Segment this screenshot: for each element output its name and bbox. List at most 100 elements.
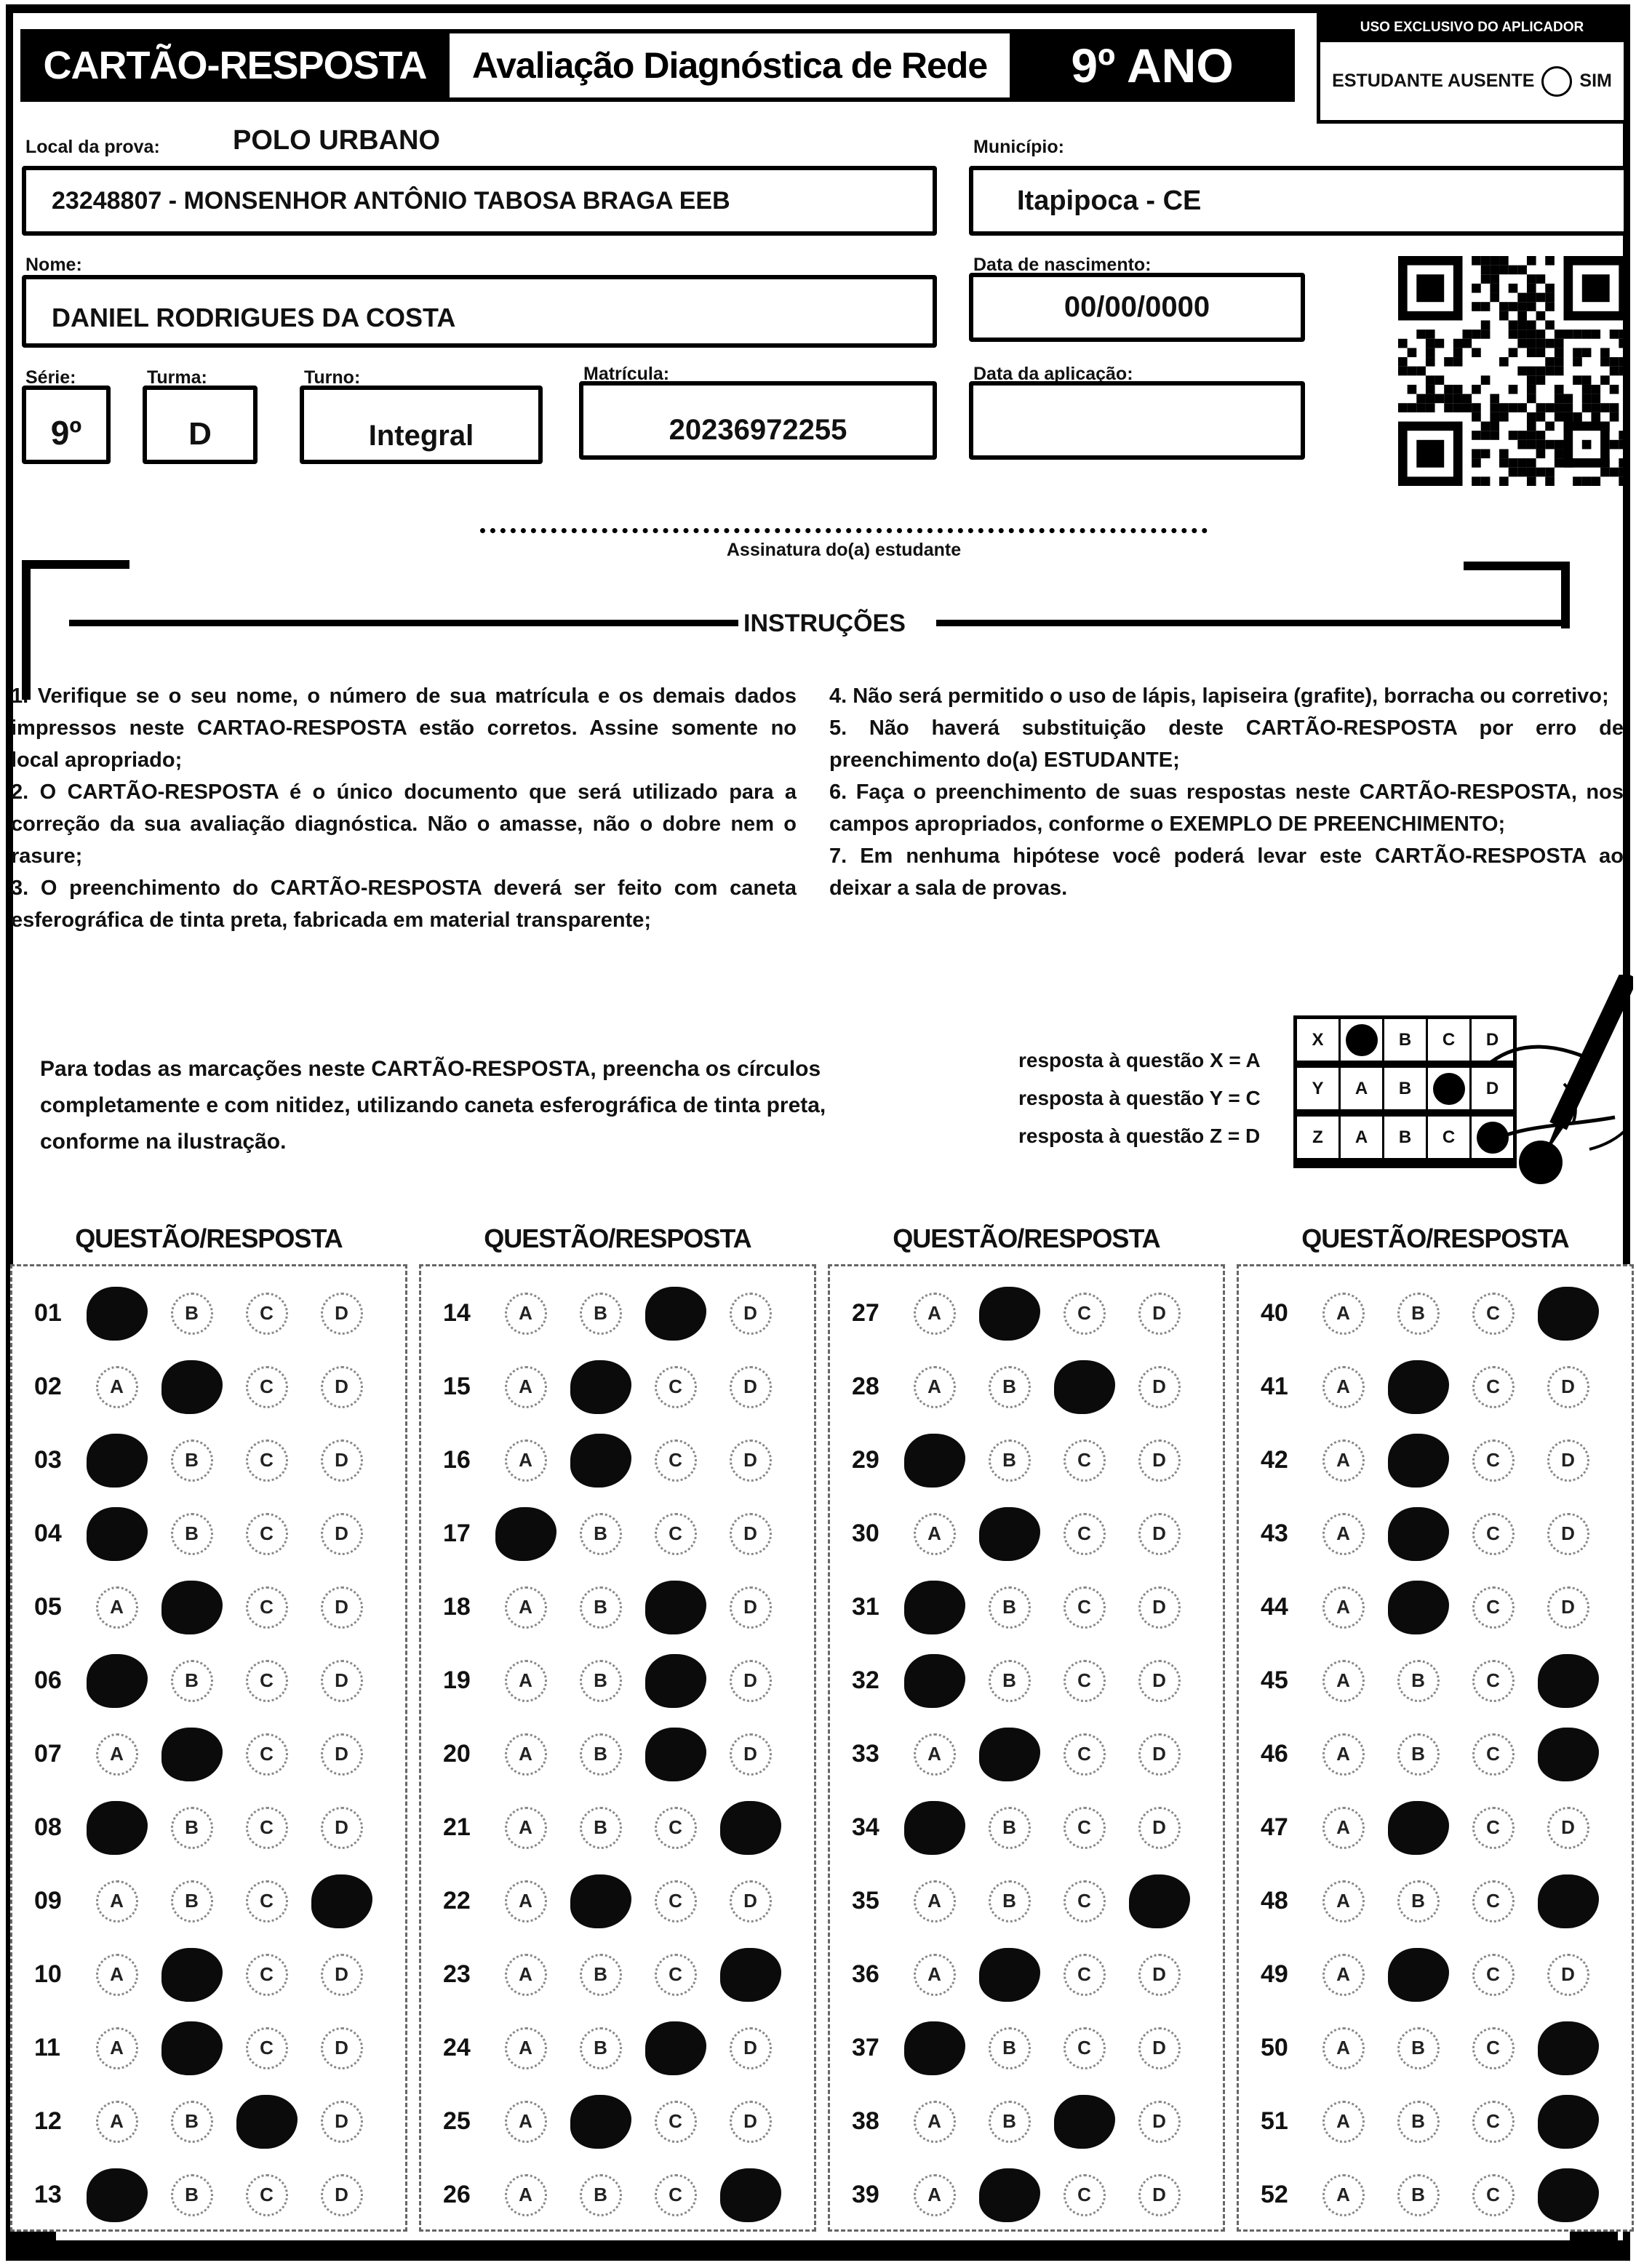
bubble-b[interactable]: B bbox=[988, 1659, 1031, 1702]
bubble-d[interactable]: D bbox=[320, 2100, 363, 2143]
bubble-b[interactable]: B bbox=[170, 1659, 213, 1702]
bubble-d[interactable]: D bbox=[320, 1953, 363, 1996]
bubble-d[interactable]: D bbox=[1547, 1586, 1589, 1629]
bubble-b[interactable]: B bbox=[1387, 1800, 1449, 1855]
bubble-a[interactable]: A bbox=[1322, 1512, 1365, 1555]
aplicacao-field[interactable] bbox=[969, 381, 1305, 460]
bubble-b[interactable]: B bbox=[579, 1953, 622, 1996]
bubble-b[interactable]: B bbox=[170, 1512, 213, 1555]
bubble-b[interactable]: B bbox=[579, 1586, 622, 1629]
bubble-b[interactable]: B bbox=[161, 1727, 223, 1781]
bubble-c[interactable]: C bbox=[245, 1806, 288, 1849]
bubble-b[interactable]: B bbox=[988, 2027, 1031, 2069]
bubble-d[interactable]: D bbox=[311, 1874, 372, 1928]
bubble-b[interactable]: B bbox=[1397, 1733, 1440, 1776]
bubble-b[interactable]: B bbox=[988, 1439, 1031, 1482]
signature-line[interactable] bbox=[480, 528, 1208, 533]
bubble-a[interactable]: A bbox=[95, 1365, 138, 1408]
bubble-b[interactable]: B bbox=[1397, 1292, 1440, 1335]
bubble-c[interactable]: C bbox=[1472, 2173, 1515, 2216]
bubble-d[interactable]: D bbox=[719, 1800, 781, 1855]
bubble-c[interactable]: C bbox=[1472, 1292, 1515, 1335]
bubble-c[interactable]: C bbox=[245, 1439, 288, 1482]
bubble-b[interactable]: B bbox=[988, 1586, 1031, 1629]
bubble-a[interactable]: A bbox=[913, 1365, 956, 1408]
bubble-a[interactable]: A bbox=[903, 1653, 965, 1708]
bubble-d[interactable]: D bbox=[1138, 1953, 1181, 1996]
bubble-d[interactable]: D bbox=[1138, 1365, 1181, 1408]
bubble-a[interactable]: A bbox=[913, 1733, 956, 1776]
bubble-d[interactable]: D bbox=[320, 1806, 363, 1849]
bubble-d[interactable]: D bbox=[1537, 1874, 1599, 1928]
bubble-a[interactable]: A bbox=[903, 1800, 965, 1855]
bubble-d[interactable]: D bbox=[1547, 1512, 1589, 1555]
bubble-c[interactable]: C bbox=[654, 1512, 697, 1555]
bubble-a[interactable]: A bbox=[86, 1506, 148, 1561]
bubble-d[interactable]: D bbox=[320, 1733, 363, 1776]
bubble-c[interactable]: C bbox=[645, 1286, 706, 1341]
bubble-b[interactable]: B bbox=[579, 2027, 622, 2069]
bubble-b[interactable]: B bbox=[579, 1512, 622, 1555]
bubble-a[interactable]: A bbox=[1322, 1439, 1365, 1482]
bubble-a[interactable]: A bbox=[504, 2173, 547, 2216]
bubble-b[interactable]: B bbox=[988, 1880, 1031, 1922]
bubble-c[interactable]: C bbox=[245, 1880, 288, 1922]
bubble-a[interactable]: A bbox=[913, 1953, 956, 1996]
bubble-b[interactable]: B bbox=[1387, 1506, 1449, 1561]
bubble-a[interactable]: A bbox=[1322, 1880, 1365, 1922]
bubble-a[interactable]: A bbox=[95, 1880, 138, 1922]
bubble-c[interactable]: C bbox=[1472, 1880, 1515, 1922]
bubble-c[interactable]: C bbox=[1063, 1806, 1106, 1849]
bubble-c[interactable]: C bbox=[1063, 1586, 1106, 1629]
bubble-b[interactable]: B bbox=[170, 1806, 213, 1849]
bubble-d[interactable]: D bbox=[729, 1733, 772, 1776]
bubble-c[interactable]: C bbox=[1472, 1953, 1515, 1996]
bubble-d[interactable]: D bbox=[1138, 1806, 1181, 1849]
bubble-a[interactable]: A bbox=[1322, 1733, 1365, 1776]
bubble-d[interactable]: D bbox=[1138, 2173, 1181, 2216]
bubble-c[interactable]: C bbox=[1472, 2100, 1515, 2143]
bubble-c[interactable]: C bbox=[654, 1365, 697, 1408]
bubble-c[interactable]: C bbox=[245, 1365, 288, 1408]
bubble-a[interactable]: A bbox=[504, 1292, 547, 1335]
bubble-d[interactable]: D bbox=[719, 2168, 781, 2222]
bubble-c[interactable]: C bbox=[1472, 1365, 1515, 1408]
bubble-b[interactable]: B bbox=[579, 1806, 622, 1849]
bubble-c[interactable]: C bbox=[645, 1653, 706, 1708]
bubble-c[interactable]: C bbox=[1053, 1359, 1115, 1414]
bubble-c[interactable]: C bbox=[1472, 1806, 1515, 1849]
bubble-c[interactable]: C bbox=[245, 1733, 288, 1776]
bubble-d[interactable]: D bbox=[320, 2027, 363, 2069]
bubble-c[interactable]: C bbox=[245, 1953, 288, 1996]
bubble-c[interactable]: C bbox=[645, 1727, 706, 1781]
bubble-a[interactable]: A bbox=[1322, 1659, 1365, 1702]
bubble-a[interactable]: A bbox=[1322, 1953, 1365, 1996]
bubble-b[interactable]: B bbox=[161, 2021, 223, 2075]
bubble-d[interactable]: D bbox=[1138, 1292, 1181, 1335]
bubble-c[interactable]: C bbox=[1053, 2094, 1115, 2149]
bubble-d[interactable]: D bbox=[1537, 2021, 1599, 2075]
bubble-b[interactable]: B bbox=[170, 2100, 213, 2143]
bubble-a[interactable]: A bbox=[913, 1292, 956, 1335]
bubble-d[interactable]: D bbox=[729, 1659, 772, 1702]
bubble-a[interactable]: A bbox=[86, 1286, 148, 1341]
bubble-a[interactable]: A bbox=[495, 1506, 556, 1561]
bubble-d[interactable]: D bbox=[1547, 1439, 1589, 1482]
bubble-b[interactable]: B bbox=[1387, 1580, 1449, 1634]
bubble-b[interactable]: B bbox=[579, 2173, 622, 2216]
bubble-a[interactable]: A bbox=[86, 1800, 148, 1855]
bubble-a[interactable]: A bbox=[903, 2021, 965, 2075]
bubble-d[interactable]: D bbox=[320, 1586, 363, 1629]
bubble-b[interactable]: B bbox=[978, 2168, 1040, 2222]
bubble-c[interactable]: C bbox=[654, 1806, 697, 1849]
bubble-c[interactable]: C bbox=[654, 1953, 697, 1996]
bubble-d[interactable]: D bbox=[729, 1439, 772, 1482]
bubble-d[interactable]: D bbox=[729, 1365, 772, 1408]
bubble-a[interactable]: A bbox=[913, 1512, 956, 1555]
bubble-a[interactable]: A bbox=[504, 2100, 547, 2143]
bubble-a[interactable]: A bbox=[913, 1880, 956, 1922]
bubble-b[interactable]: B bbox=[170, 1439, 213, 1482]
bubble-d[interactable]: D bbox=[729, 1586, 772, 1629]
bubble-b[interactable]: B bbox=[978, 1506, 1040, 1561]
bubble-d[interactable]: D bbox=[1138, 1586, 1181, 1629]
